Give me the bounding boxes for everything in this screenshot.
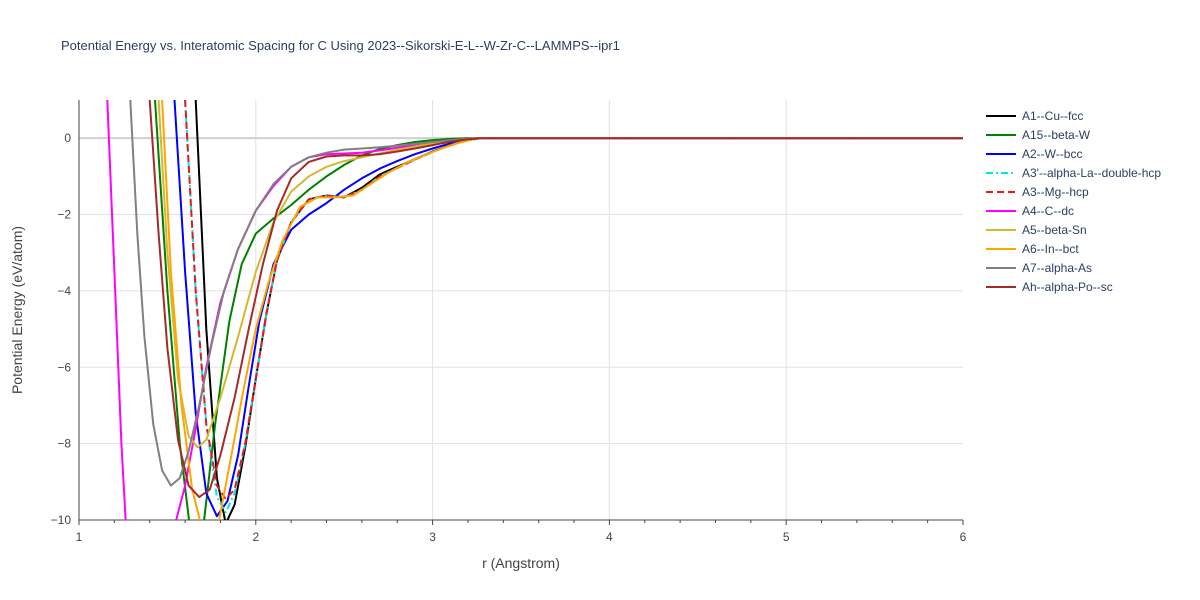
y-tick-label: −4: [57, 284, 71, 298]
series-line-a15-beta-w: [154, 100, 963, 520]
legend-item[interactable]: A3--Mg--hcp: [986, 182, 1161, 201]
legend-label: A5--beta-Sn: [1022, 222, 1087, 237]
legend-label: A3--Mg--hcp: [1022, 184, 1089, 199]
legend-label: Ah--alpha-Po--sc: [1022, 279, 1113, 294]
x-axis-title: r (Angstrom): [482, 555, 560, 571]
y-tick-label: 0: [64, 131, 71, 145]
legend-item[interactable]: A5--beta-Sn: [986, 220, 1161, 239]
series-line-a1-cu-fcc: [194, 100, 963, 520]
legend-swatch: [986, 266, 1016, 269]
legend-item[interactable]: A7--alpha-As: [986, 258, 1161, 277]
legend-swatch: [986, 285, 1016, 288]
y-tick-label: −2: [57, 208, 71, 222]
x-tick-label: 4: [606, 530, 613, 544]
y-tick-label: −8: [57, 437, 71, 451]
series-line-a6-in-bct: [161, 100, 963, 520]
legend-item[interactable]: Ah--alpha-Po--sc: [986, 277, 1161, 296]
legend-label: A2--W--bcc: [1022, 146, 1083, 161]
chart-title: Potential Energy vs. Interatomic Spacing…: [61, 38, 620, 53]
legend-item[interactable]: A15--beta-W: [986, 125, 1161, 144]
legend-label: A7--alpha-As: [1022, 260, 1093, 275]
legend-swatch: [986, 133, 1016, 136]
legend-item[interactable]: A2--W--bcc: [986, 144, 1161, 163]
series-line-a5-beta-sn: [157, 100, 963, 449]
series-line-a2-w-bcc: [173, 100, 963, 518]
legend-swatch: [986, 247, 1016, 250]
legend-label: A1--Cu--fcc: [1022, 108, 1084, 123]
legend-item[interactable]: A6--In--bct: [986, 239, 1161, 258]
legend: A1--Cu--fcc A15--beta-W A2--W--bcc A3'--alp…: [986, 106, 1161, 296]
x-tick-label: 5: [783, 530, 790, 544]
series-line-a3-mg-hcp: [184, 100, 963, 500]
legend-label: A3'--alpha-La--double-hcp: [1022, 165, 1162, 180]
legend-item[interactable]: A3'--alpha-La--double-hcp: [986, 163, 1161, 182]
x-tick-label: 2: [252, 530, 259, 544]
legend-item[interactable]: A1--Cu--fcc: [986, 106, 1161, 125]
series-group: [106, 100, 963, 520]
x-tick-label: 1: [76, 530, 83, 544]
legend-label: A15--beta-W: [1022, 127, 1091, 142]
series-line-a7-alpha-as: [129, 100, 963, 487]
legend-item[interactable]: A4--C--dc: [986, 201, 1161, 220]
legend-swatch: [986, 190, 1016, 193]
legend-swatch: [986, 171, 1016, 174]
legend-label: A4--C--dc: [1022, 203, 1075, 218]
y-tick-label: −10: [51, 513, 72, 527]
y-tick-label: −6: [57, 360, 71, 374]
x-tick-label: 6: [960, 530, 967, 544]
x-tick-label: 3: [429, 530, 436, 544]
legend-swatch: [986, 114, 1016, 117]
legend-swatch: [986, 228, 1016, 231]
series-line-ah-alpha-po-sc: [148, 100, 963, 499]
legend-label: A6--In--bct: [1022, 241, 1079, 256]
legend-swatch: [986, 152, 1016, 155]
series-line-a4-c-dc: [106, 100, 963, 520]
legend-swatch: [986, 209, 1016, 212]
y-axis-title: Potential Energy (eV/atom): [9, 226, 25, 394]
